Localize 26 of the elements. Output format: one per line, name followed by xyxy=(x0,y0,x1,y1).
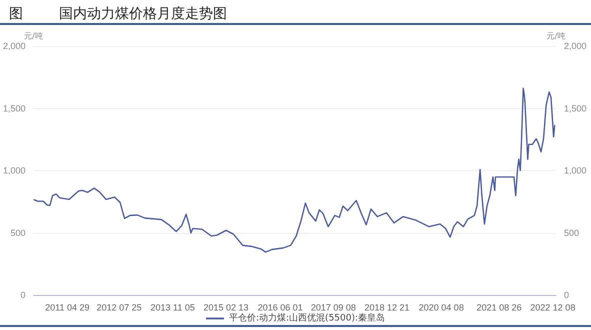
x-tick-label: 2020 04 08 xyxy=(418,302,464,312)
x-tick-label: 2015 02 13 xyxy=(203,302,248,312)
line-series xyxy=(33,88,556,253)
y-axis-title: 元/吨 xyxy=(24,32,43,40)
x-tick-label: 2011 04 29 xyxy=(45,302,90,312)
x-tick-label: 2012 07 25 xyxy=(96,302,142,312)
text: 图 xyxy=(9,6,23,22)
legend-label: 平仓价:动力煤:山西优混(5500):秦皇岛 xyxy=(228,312,386,324)
x-tick-label: 2016 06 01 xyxy=(258,302,303,312)
x-tick-label: 2013 11 05 xyxy=(150,302,195,312)
y-tick-label: 2,000 xyxy=(2,41,26,51)
x-tick-label: 2018 12 21 xyxy=(364,302,410,312)
x-tick-label: 2021 08 26 xyxy=(476,302,522,312)
x-tick-label: 2017 09 08 xyxy=(310,302,356,312)
x-tick-label: 2022 12 08 xyxy=(530,302,576,312)
y-tick-label: 0 xyxy=(20,290,26,300)
y-tick-label: 1,000 xyxy=(2,166,26,176)
y2-tick-label: 1,500 xyxy=(564,103,587,114)
y2-tick-label: 0 xyxy=(564,290,570,300)
y-tick-label: 500 xyxy=(10,228,26,238)
y2-tick-label: 2,000 xyxy=(564,41,587,51)
y2-axis-title: 元/吨 xyxy=(546,32,566,40)
y-tick-label: 1,500 xyxy=(2,103,26,114)
chart-title: 国内动力煤价格月度走势图 xyxy=(59,6,227,22)
y2-tick-label: 500 xyxy=(564,228,580,238)
y2-tick-label: 1,000 xyxy=(564,166,587,176)
